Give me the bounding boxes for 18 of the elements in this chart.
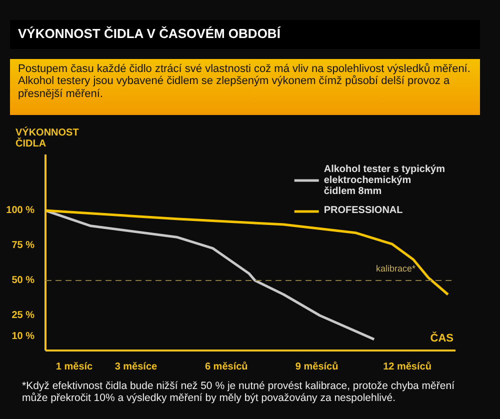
y-tick-label: 25 % [12,310,35,321]
legend-label: Alkohol tester s typickým elektrochemickým čidlem 8mm [324,164,445,197]
ref-line-label: kalibrace* [376,263,416,274]
text: *Když efektivnost čidla bude nižší než 50 % je nutné provést kalibrace, protože chyba měření může překročit 10% a výsledky měření by měly být považovány za nespolehlivé. [22,380,456,405]
chart-title: VÝKONNOST ČIDLA V ČASOVÉM OBDOBÍ [18,25,280,43]
x-tick-label: 3 měsíce [114,361,158,372]
y-tick-label: 50 % [12,274,35,286]
x-axis-title: ČAS [430,331,454,344]
x-tick-label: 6 měsíců [204,360,248,372]
x-tick-label: 9 měsíců [295,360,338,372]
chart-subtitle: Postupem času každé čidlo ztrácí své vlastnosti což má vliv na spolehlivost výsledků měření. Alkohol testery jsou vybavené čidlem se zlepšeným výkonem čímž působí delší provoz a přesnější měření. [18,62,472,100]
y-tick-label: 75 % [12,240,35,251]
x-tick-label: 12 měsíců [383,360,432,372]
y-tick-label: 10 % [12,330,35,342]
y-tick-label: 100 % [6,204,35,216]
legend-label: PROFESSIONAL [324,205,403,216]
x-tick-label: 1 měsíc [56,361,94,372]
y-axis-title: VÝKONNOST ČIDLA [16,126,79,150]
